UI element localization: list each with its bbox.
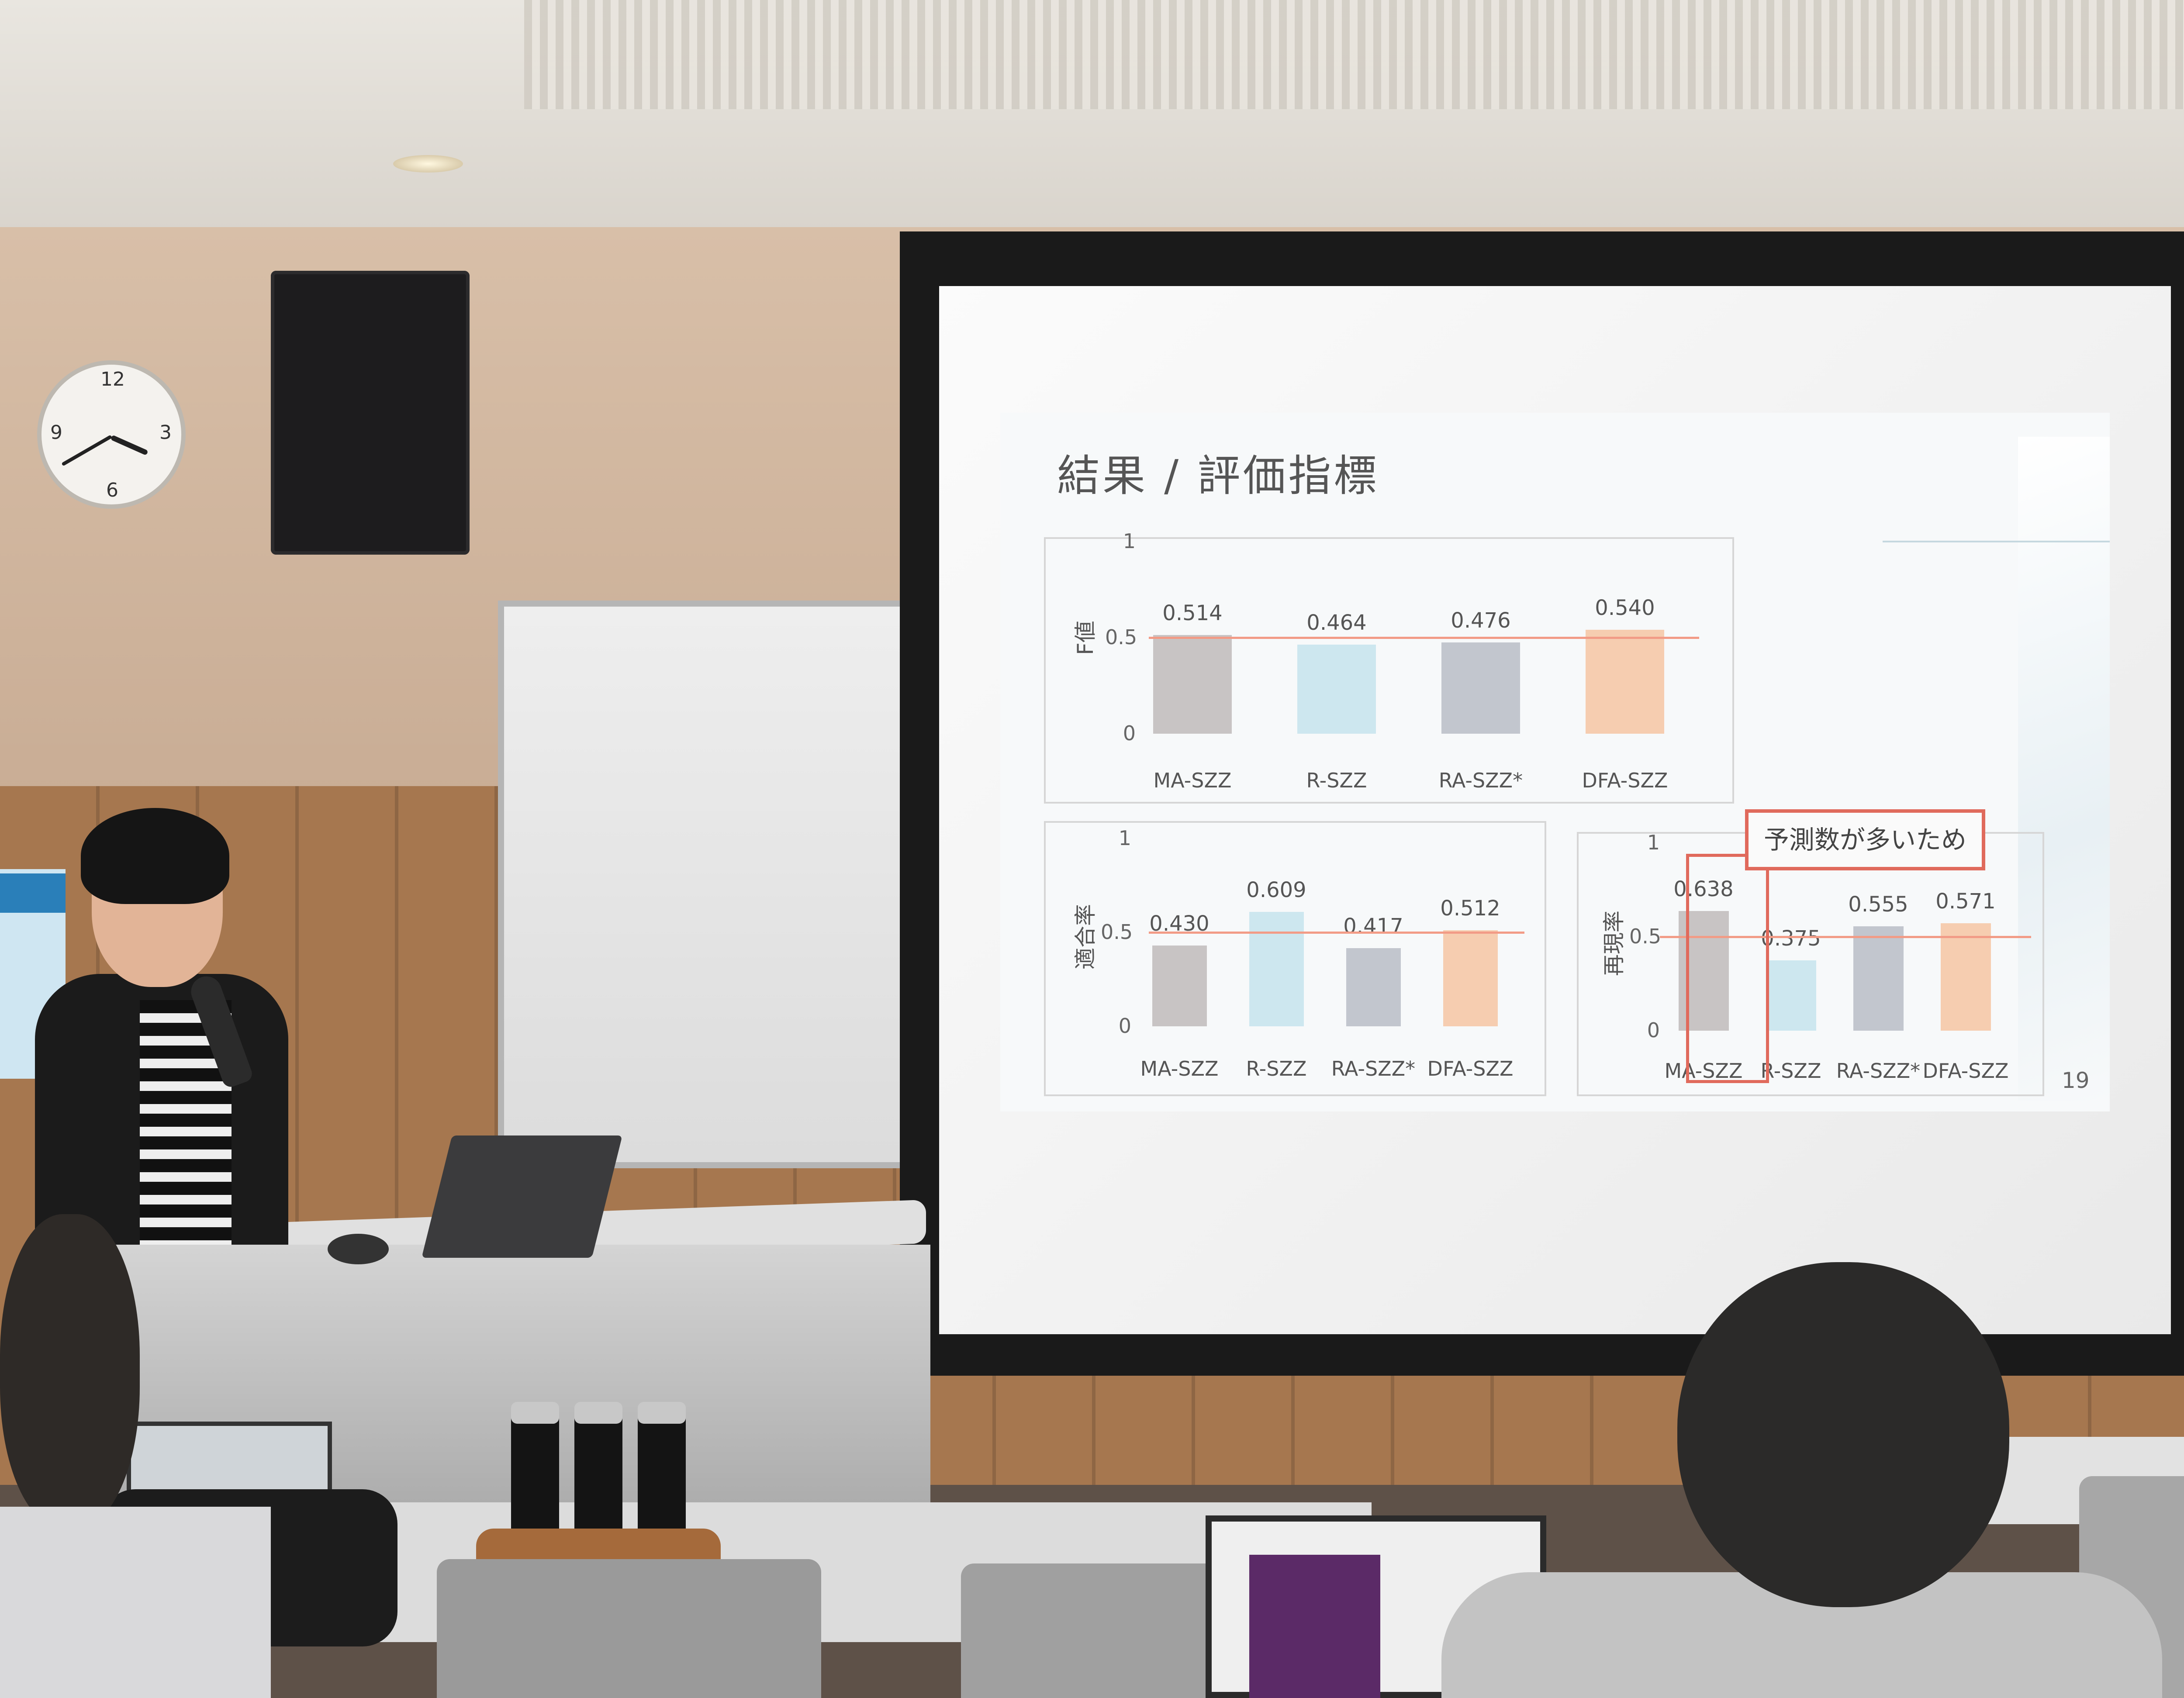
- y-tick-label: 0: [1647, 1018, 1660, 1042]
- clock-numeral-3: 3: [159, 421, 172, 444]
- category-label: RA-SZZ*: [1836, 1059, 1921, 1083]
- bar-value-label: 0.571: [1935, 889, 1996, 914]
- clock-numeral-9: 9: [50, 421, 62, 444]
- bar-dfaszz: [1443, 930, 1498, 1026]
- bottle: [638, 1402, 686, 1533]
- y-axis-label: 再現率: [1601, 911, 1627, 976]
- category-label: R-SZZ: [1760, 1059, 1821, 1083]
- bar-rszz: [1766, 960, 1816, 1031]
- coffee-bottles: [511, 1402, 686, 1533]
- category-label: DFA-SZZ: [1922, 1059, 2009, 1083]
- clock-minute-hand: [61, 435, 112, 466]
- highlight-box: [1686, 854, 1769, 1083]
- y-tick-label: 0.5: [1105, 625, 1137, 649]
- y-tick-label: 0: [1118, 1014, 1131, 1038]
- bar-dfaszz: [1940, 923, 1991, 1031]
- y-axis-label: F値: [1073, 621, 1098, 655]
- ceiling-vent: [524, 0, 2184, 109]
- slide-page-number: 19: [2062, 1068, 2090, 1093]
- bottle: [574, 1402, 622, 1533]
- ceiling-light: [393, 155, 463, 173]
- bar-value-label: 0.540: [1595, 596, 1655, 621]
- category-label: MA-SZZ: [1153, 769, 1232, 792]
- bar-value-label: 0.375: [1761, 926, 1821, 951]
- slide-accent: [2018, 437, 2110, 1101]
- whiteboard-left: [498, 601, 917, 1168]
- callout-box: 予測数が多いため: [1745, 809, 1985, 870]
- reference-line: [1149, 932, 1524, 934]
- presenter-hair: [81, 808, 229, 904]
- y-tick-label: 0.5: [1101, 920, 1133, 944]
- title-divider: [1883, 541, 2110, 542]
- bar-value-label: 0.476: [1451, 608, 1511, 633]
- presenter-laptop: [422, 1135, 622, 1258]
- bottle: [511, 1402, 559, 1533]
- bar-value-label: 0.514: [1162, 601, 1223, 625]
- chart-panel-f-value: [1044, 537, 1734, 804]
- bar-value-label: 0.555: [1848, 892, 1908, 917]
- laptop-sidebar: [1249, 1555, 1380, 1698]
- y-axis-label: 適合率: [1073, 904, 1098, 970]
- bar-raszz: [1853, 926, 1904, 1031]
- bar-value-label: 0.464: [1306, 610, 1367, 635]
- y-tick-label: 0: [1123, 721, 1136, 745]
- y-tick-label: 1: [1118, 826, 1131, 850]
- audience-right-head: [1677, 1262, 2009, 1607]
- y-tick-label: 1: [1647, 831, 1660, 854]
- y-tick-label: 1: [1123, 529, 1136, 553]
- category-label: MA-SZZ: [1140, 1057, 1219, 1080]
- chair: [437, 1559, 821, 1698]
- reference-line: [1149, 637, 1699, 639]
- reference-line: [1660, 936, 2031, 938]
- category-label: RA-SZZ*: [1331, 1057, 1416, 1080]
- category-label: DFA-SZZ: [1427, 1057, 1514, 1080]
- bar-maszz: [1152, 946, 1207, 1026]
- y-tick-label: 0.5: [1629, 925, 1662, 948]
- chart-panel-precision: [1044, 821, 1546, 1096]
- bar-value-label: 0.638: [1673, 877, 1734, 901]
- bar-maszz: [1153, 635, 1232, 734]
- wall-speaker: [271, 271, 470, 555]
- slide-title: 結果 / 評価指標: [1057, 451, 1379, 501]
- category-label: RA-SZZ*: [1438, 769, 1523, 792]
- clock-numeral-12: 12: [100, 368, 125, 390]
- bar-rszz: [1297, 644, 1376, 734]
- audience-left-head: [0, 1214, 140, 1529]
- category-label: R-SZZ: [1306, 769, 1367, 792]
- bar-value-label: 0.609: [1246, 878, 1306, 903]
- computer-mouse: [328, 1234, 389, 1264]
- bar-value-label: 0.417: [1343, 914, 1403, 939]
- bar-value-label: 0.512: [1440, 896, 1500, 921]
- category-label: DFA-SZZ: [1582, 769, 1668, 792]
- clock-numeral-6: 6: [106, 479, 118, 501]
- bar-dfaszz: [1586, 630, 1664, 734]
- bar-raszz: [1441, 642, 1520, 734]
- clock-hour-hand: [110, 435, 149, 456]
- bar-rszz: [1249, 912, 1304, 1026]
- category-label: R-SZZ: [1246, 1057, 1307, 1080]
- wall-clock: 12 3 6 9: [37, 360, 186, 509]
- category-label: MA-SZZ: [1664, 1059, 1743, 1083]
- bar-raszz: [1346, 948, 1401, 1026]
- audience-left-body: [0, 1507, 271, 1698]
- wall-poster-header: [0, 873, 66, 913]
